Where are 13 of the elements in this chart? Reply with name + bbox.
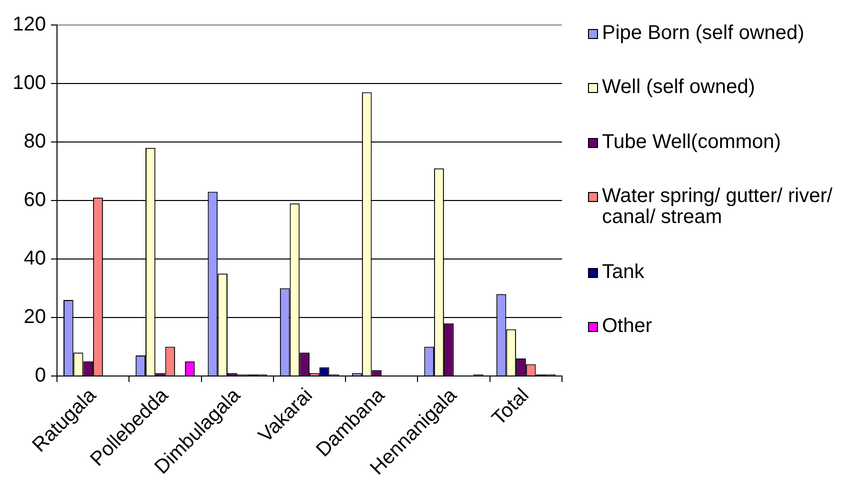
legend-label: Tank xyxy=(602,260,646,283)
y-tick-label: 80 xyxy=(24,130,46,153)
y-tick-label: 120 xyxy=(12,14,46,36)
y-tick-label: 20 xyxy=(24,306,46,328)
legend-label: Pipe Born (self owned) xyxy=(602,22,806,44)
legend-label: Other xyxy=(602,315,654,338)
y-tick-label: 40 xyxy=(24,248,46,270)
legend-label: Tube Well(common) xyxy=(602,130,782,153)
y-tick-label: 60 xyxy=(24,189,46,212)
y-tick-label: 100 xyxy=(12,72,46,94)
legend-label: Water spring/ gutter/ river/ canal/ stream xyxy=(602,185,834,228)
legend-label: Well (self owned) xyxy=(602,76,756,98)
y-tick-label: 0 xyxy=(34,364,46,387)
